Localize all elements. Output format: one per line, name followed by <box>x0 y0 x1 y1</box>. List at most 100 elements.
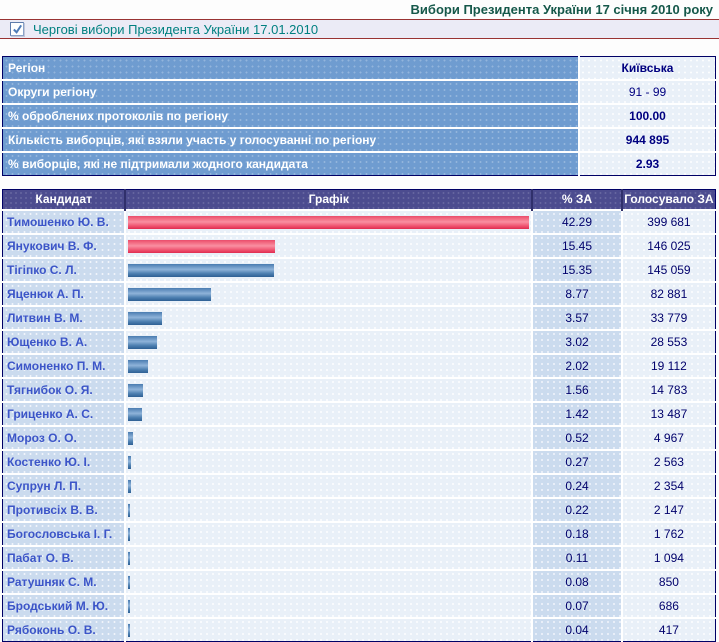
candidate-name-link[interactable]: Богословська І. Г. <box>2 521 126 546</box>
candidate-name-link[interactable]: Ющенко В. А. <box>2 329 126 354</box>
candidate-name-link[interactable]: Костенко Ю. І. <box>2 449 126 474</box>
percent-value: 42.29 <box>531 209 622 234</box>
result-bar <box>128 455 131 469</box>
region-info-row: Кількість виборців, які взяли участь у г… <box>2 127 716 152</box>
percent-value: 2.02 <box>531 353 622 378</box>
candidate-name-link[interactable]: Рябоконь О. В. <box>2 617 126 642</box>
candidate-name-link[interactable]: Янукович В. Ф. <box>2 233 126 258</box>
candidate-name-link[interactable]: Литвин В. М. <box>2 305 126 330</box>
result-row: Богословська І. Г. 0.18 1 762 <box>2 521 716 546</box>
result-row: Тягнибок О. Я. 1.56 14 783 <box>2 377 716 402</box>
region-info-value: 91 - 99 <box>579 79 716 104</box>
check-icon <box>12 24 22 34</box>
percent-value: 0.52 <box>531 425 622 450</box>
result-bar <box>128 359 148 373</box>
bar-cell <box>124 569 533 594</box>
votes-value: 14 783 <box>620 377 716 402</box>
bar-cell <box>124 281 533 306</box>
result-row: Тимошенко Ю. В. 42.29 399 681 <box>2 209 716 234</box>
candidate-name-link[interactable]: Симоненко П. М. <box>2 353 126 378</box>
result-bar <box>128 431 134 445</box>
bar-cell <box>124 209 533 234</box>
result-row: Бродський М. Ю. 0.07 686 <box>2 593 716 618</box>
percent-value: 1.56 <box>531 377 622 402</box>
bar-cell <box>124 377 533 402</box>
region-info-label: Округи регіону <box>2 79 580 104</box>
results-tbody: Тимошенко Ю. В. 42.29 399 681 Янукович В. Ф… <box>2 209 716 642</box>
region-info-value: Київська <box>579 56 716 80</box>
results-header-row: Кандидат Графік % ЗА Голосувало ЗА <box>2 189 716 210</box>
region-info-label: % оброблених протоколів по регіону <box>2 103 580 128</box>
candidate-name-link[interactable]: Тимошенко Ю. В. <box>2 209 126 234</box>
votes-value: 82 881 <box>620 281 716 306</box>
bar-cell <box>124 497 533 522</box>
votes-value: 417 <box>620 617 716 642</box>
bar-cell <box>124 401 533 426</box>
candidate-name-link[interactable]: Пабат О. В. <box>2 545 126 570</box>
page-title: Вибори Президента України 17 січня 2010 … <box>410 2 713 17</box>
result-bar <box>128 527 131 541</box>
elections-checkbox[interactable] <box>10 22 24 36</box>
percent-value: 0.08 <box>531 569 622 594</box>
result-bar <box>128 623 131 637</box>
region-info-table: Регіон Київська Округи регіону 91 - 99% обр… <box>2 56 716 176</box>
filter-bar: Чергові вибори Президента України 17.01.… <box>0 20 719 39</box>
bar-cell <box>124 473 533 498</box>
percent-value: 15.45 <box>531 233 622 258</box>
percent-value: 1.42 <box>531 401 622 426</box>
result-row: Мороз О. О. 0.52 4 967 <box>2 425 716 450</box>
result-bar <box>128 287 212 301</box>
result-bar <box>128 311 163 325</box>
region-info-row: % виборців, які не підтримали жодного ка… <box>2 151 716 176</box>
result-row: Пабат О. В. 0.11 1 094 <box>2 545 716 570</box>
percent-value: 3.57 <box>531 305 622 330</box>
region-info-label: % виборців, які не підтримали жодного ка… <box>2 151 580 176</box>
votes-value: 2 147 <box>620 497 716 522</box>
percent-value: 0.27 <box>531 449 622 474</box>
result-row: Костенко Ю. І. 0.27 2 563 <box>2 449 716 474</box>
filter-label: Чергові вибори Президента України 17.01.… <box>33 21 319 37</box>
candidate-name-link[interactable]: Супрун Л. П. <box>2 473 126 498</box>
region-info-label: Регіон <box>2 56 580 80</box>
candidate-name-link[interactable]: Бродський М. Ю. <box>2 593 126 618</box>
candidate-name-link[interactable]: Тягнибок О. Я. <box>2 377 126 402</box>
candidate-name-link[interactable]: Тігіпко С. Л. <box>2 257 126 282</box>
region-info-body: Регіон Київська Округи регіону 91 - 99% обр… <box>2 56 716 176</box>
votes-value: 28 553 <box>620 329 716 354</box>
region-info-value: 100.00 <box>579 103 716 128</box>
result-row: Гриценко А. С. 1.42 13 487 <box>2 401 716 426</box>
votes-value: 33 779 <box>620 305 716 330</box>
percent-value: 8.77 <box>531 281 622 306</box>
votes-value: 146 025 <box>620 233 716 258</box>
result-bar <box>128 599 131 613</box>
result-row: Ратушняк С. М. 0.08 850 <box>2 569 716 594</box>
bar-cell <box>124 329 533 354</box>
region-info-row: % оброблених протоколів по регіону 100.00 <box>2 103 716 128</box>
candidate-name-link[interactable]: Гриценко А. С. <box>2 401 126 426</box>
result-row: Ющенко В. А. 3.02 28 553 <box>2 329 716 354</box>
column-header-votes: Голосувало ЗА <box>620 189 716 210</box>
votes-value: 2 354 <box>620 473 716 498</box>
bar-cell <box>124 617 533 642</box>
candidate-name-link[interactable]: Яценюк А. П. <box>2 281 126 306</box>
votes-value: 1 094 <box>620 545 716 570</box>
results-table: Кандидат Графік % ЗА Голосувало ЗА Тимош… <box>2 189 716 642</box>
candidate-name-link[interactable]: Противсіх В. В. <box>2 497 126 522</box>
candidate-name-link[interactable]: Ратушняк С. М. <box>2 569 126 594</box>
region-info-value: 2.93 <box>579 151 716 176</box>
page-header: Вибори Президента України 17 січня 2010 … <box>0 0 719 20</box>
result-bar <box>128 575 131 589</box>
region-info-row: Регіон Київська <box>2 56 716 80</box>
result-bar <box>128 479 131 493</box>
votes-value: 145 059 <box>620 257 716 282</box>
column-header-graph: Графік <box>124 189 533 210</box>
percent-value: 3.02 <box>531 329 622 354</box>
votes-value: 850 <box>620 569 716 594</box>
result-row: Литвин В. М. 3.57 33 779 <box>2 305 716 330</box>
candidate-name-link[interactable]: Мороз О. О. <box>2 425 126 450</box>
votes-value: 13 487 <box>620 401 716 426</box>
region-info-row: Округи регіону 91 - 99 <box>2 79 716 104</box>
result-bar <box>128 335 157 349</box>
bar-cell <box>124 593 533 618</box>
votes-value: 19 112 <box>620 353 716 378</box>
